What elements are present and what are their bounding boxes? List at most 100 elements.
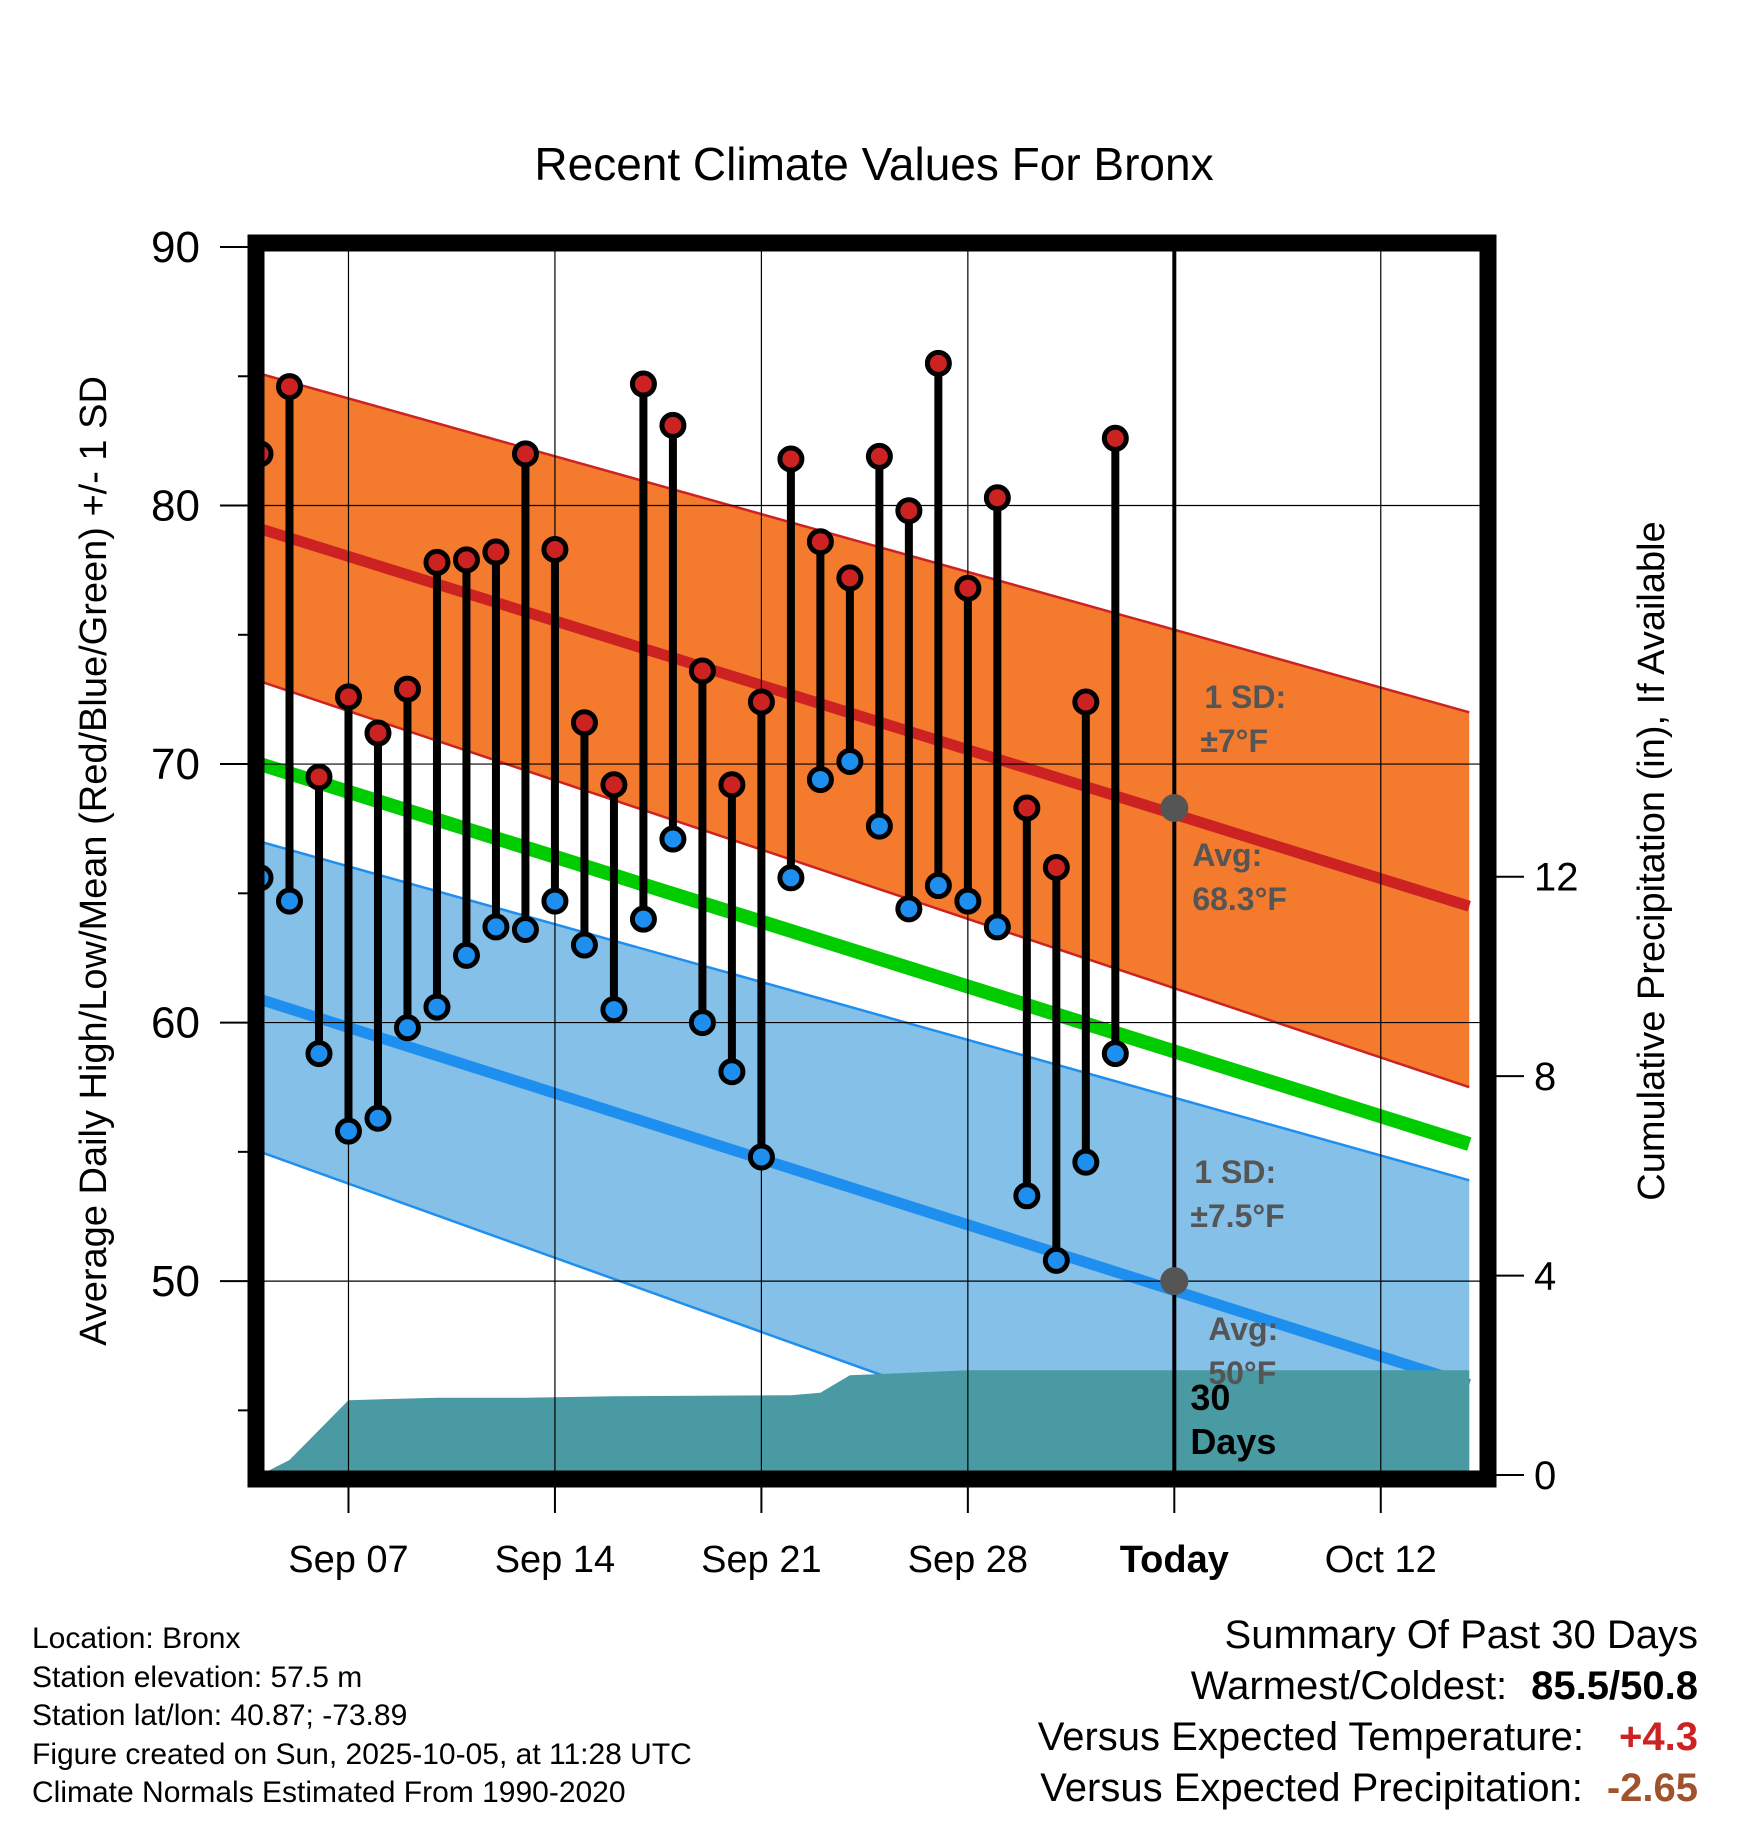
low-sd-value: ±7.5°F bbox=[1190, 1198, 1284, 1234]
observed-low-point bbox=[688, 1009, 716, 1037]
observed-high-point bbox=[777, 445, 805, 473]
observed-low-point bbox=[541, 887, 569, 915]
x-tick-label: Sep 07 bbox=[288, 1539, 408, 1581]
warmest-value: 85.5/50.8 bbox=[1531, 1664, 1698, 1708]
normal-high-band-lower-edge bbox=[260, 680, 1470, 1089]
observed-high-point bbox=[924, 349, 952, 377]
y-axis-title: Average Daily High/Low/Mean (Red/Blue/Gr… bbox=[73, 376, 115, 1346]
x-axis-title: Day bbox=[840, 1607, 908, 1610]
observed-low-point bbox=[334, 1117, 362, 1145]
station-info: Location: Bronx Station elevation: 57.5 … bbox=[32, 1620, 692, 1813]
y-axis-right: 0 4 8 12 bbox=[1492, 856, 1579, 1498]
latlon-text: Station lat/lon: 40.87; -73.89 bbox=[32, 1699, 408, 1732]
observed-high-point bbox=[865, 442, 893, 470]
observed-low-point bbox=[836, 747, 864, 775]
observed-low-point bbox=[718, 1058, 746, 1086]
summary-title: Summary Of Past 30 Days bbox=[1224, 1613, 1698, 1657]
observed-low-point bbox=[364, 1104, 392, 1132]
temp-value: +4.3 bbox=[1619, 1715, 1698, 1759]
warmest-label: Warmest/Coldest: bbox=[1190, 1664, 1508, 1708]
low-sd-label: 1 SD: bbox=[1194, 1154, 1276, 1190]
observed-high-point bbox=[629, 370, 657, 398]
created-text: Figure created on Sun, 2025-10-05, at 11… bbox=[32, 1737, 692, 1771]
x-tick-label: Sep 21 bbox=[701, 1539, 821, 1581]
observed-high-point bbox=[718, 771, 746, 799]
observed-low-point bbox=[452, 941, 480, 969]
normal-low-band-upper-edge bbox=[260, 840, 1470, 1182]
x-tick-label: Oct 12 bbox=[1325, 1539, 1437, 1581]
observed-high-point bbox=[393, 675, 421, 703]
observed-low-point bbox=[1042, 1246, 1070, 1274]
observed-high-point bbox=[806, 528, 834, 556]
observed-high-point bbox=[305, 763, 333, 791]
observed-low-point bbox=[305, 1040, 333, 1068]
low-avg-value: 50°F bbox=[1208, 1355, 1276, 1391]
normal-low-band-lower-edge bbox=[260, 1150, 1164, 1475]
observed-high-point bbox=[334, 683, 362, 711]
observed-high-point bbox=[895, 497, 923, 525]
observed-low-point bbox=[482, 913, 510, 941]
summary-temp-row: Versus Expected Temperature: +4.3 bbox=[1038, 1712, 1698, 1763]
observed-low-point bbox=[1101, 1040, 1129, 1068]
high-avg-label: Avg: bbox=[1192, 837, 1262, 873]
x-tick-label: Today bbox=[1120, 1539, 1229, 1581]
observed-high-point bbox=[275, 373, 303, 401]
observed-high-point bbox=[600, 771, 628, 799]
observed-high-point bbox=[482, 538, 510, 566]
observed-high-point bbox=[1042, 853, 1070, 881]
observed-low-point bbox=[659, 825, 687, 853]
plot-area: 1 SD: ±7°F Avg: 68.3°F 1 SD: ±7.5°F Avg: 50°F30… bbox=[260, 247, 1484, 1475]
normals-text: Climate Normals Estimated From 1990-2020 bbox=[32, 1776, 626, 1809]
normal-low-line bbox=[260, 994, 1471, 1390]
observed-high-point bbox=[511, 440, 539, 468]
high-sd-label: 1 SD: bbox=[1204, 679, 1286, 715]
today-high-avg-marker bbox=[1160, 794, 1189, 823]
observed-high-point bbox=[1013, 794, 1041, 822]
observed-low-point bbox=[629, 905, 657, 933]
plot-frame bbox=[247, 234, 1497, 1488]
y2-tick-label: 12 bbox=[1534, 856, 1579, 900]
observed-high-point bbox=[541, 535, 569, 563]
y2-tick-label: 8 bbox=[1534, 1055, 1556, 1099]
normal-mean-line bbox=[260, 757, 1472, 1151]
observed-low-point bbox=[895, 895, 923, 923]
observed-high-point bbox=[570, 709, 598, 737]
normal-high-line bbox=[260, 523, 1471, 912]
observed-low-point bbox=[511, 916, 539, 944]
normal-low-band bbox=[260, 841, 1470, 1475]
y-tick-label: 90 bbox=[151, 223, 200, 272]
observed-low-point bbox=[747, 1143, 775, 1171]
observed-high-point bbox=[747, 688, 775, 716]
summary-precip-row: Versus Expected Precipitation: -2.65 bbox=[1038, 1763, 1698, 1814]
elevation-text: Station elevation: 57.5 m bbox=[32, 1660, 363, 1694]
observed-low-point bbox=[423, 993, 451, 1021]
precip-label: Versus Expected Precipitation: bbox=[1040, 1766, 1583, 1810]
observed-low-point bbox=[806, 766, 834, 794]
high-sd-value: ±7°F bbox=[1200, 723, 1268, 759]
precip-area bbox=[260, 1370, 1470, 1475]
y-tick-label: 60 bbox=[151, 999, 200, 1048]
observed-high-point bbox=[688, 657, 716, 685]
observed-high-point bbox=[1101, 424, 1129, 452]
location-text: Location: Bronx bbox=[32, 1622, 241, 1655]
observed-low-point bbox=[983, 913, 1011, 941]
x-tick-label: Sep 14 bbox=[495, 1539, 615, 1581]
observed-low-point bbox=[275, 887, 303, 915]
observed-high-point bbox=[423, 548, 451, 576]
period-label-unit: Days bbox=[1190, 1421, 1276, 1462]
x-axis: Sep 07 Sep 14 Sep 21 Sep 28 Today Oct 12 bbox=[288, 1483, 1437, 1581]
y-axis-left: 50 60 70 80 90 bbox=[151, 223, 252, 1412]
observed-high-point bbox=[836, 564, 864, 592]
observed-low-point bbox=[1072, 1148, 1100, 1176]
observed-high-point bbox=[983, 484, 1011, 512]
temp-label: Versus Expected Temperature: bbox=[1037, 1715, 1584, 1759]
observed-low-point bbox=[570, 931, 598, 959]
observed-low-point bbox=[600, 996, 628, 1024]
observed-high-point bbox=[1072, 688, 1100, 716]
y-tick-label: 80 bbox=[151, 482, 200, 531]
summary-warmest-row: Warmest/Coldest: 85.5/50.8 bbox=[1038, 1661, 1698, 1712]
observed-high-point bbox=[659, 411, 687, 439]
climate-chart: 1 SD: ±7°F Avg: 68.3°F 1 SD: ±7.5°F Avg: 50°F30… bbox=[73, 138, 1673, 1610]
y-tick-label: 50 bbox=[151, 1257, 200, 1306]
normal-high-band-upper-edge bbox=[260, 372, 1470, 714]
